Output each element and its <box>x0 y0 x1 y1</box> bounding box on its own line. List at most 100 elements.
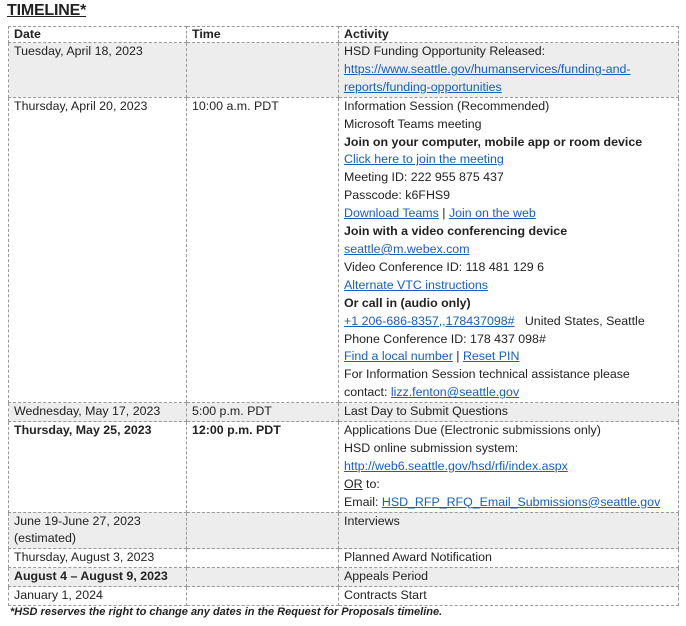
table-row: January 1, 2024 Contracts Start <box>8 586 679 607</box>
activity-line: seattle@m.webex.com <box>344 241 673 259</box>
activity-text: Planned Award Notification <box>344 550 492 565</box>
time-cell <box>186 548 339 569</box>
time-cell <box>186 511 339 550</box>
activity-text: Microsoft Teams meeting <box>344 116 482 131</box>
activity-link[interactable]: lizz.fenton@seattle.gov <box>390 385 520 400</box>
time-cell: 10:00 a.m. PDT <box>186 96 339 404</box>
activity-line: http://web6.seattle.gov/hsd/rfi/index.as… <box>344 458 673 476</box>
activity-link[interactable]: Click here to join the meeting <box>344 152 504 167</box>
activity-line: Planned Award Notification <box>344 549 673 567</box>
activity-cell: Applications Due (Electronic submissions… <box>338 421 679 513</box>
activity-line: Download Teams | Join on the web <box>344 205 673 223</box>
footnote: *HSD reserves the right to change any da… <box>10 606 443 618</box>
activity-text: Meeting ID: 222 955 875 437 <box>344 170 504 185</box>
time-cell <box>186 586 339 607</box>
activity-text: United States, Seattle <box>514 313 645 328</box>
activity-line: Email: HSD_RFP_RFQ_Email_Submissions@sea… <box>344 494 673 512</box>
activity-line: HSD Funding Opportunity Released: <box>344 43 673 61</box>
activity-link[interactable]: Alternate VTC instructions <box>344 277 488 292</box>
time-cell <box>186 42 339 98</box>
table-row: Tuesday, April 18, 2023 HSD Funding Oppor… <box>8 42 679 98</box>
date-cell: August 4 – August 9, 2023 <box>8 567 187 588</box>
table-row: Thursday, August 3, 2023 Planned Award No… <box>8 548 679 569</box>
activity-cell: Contracts Start <box>338 586 679 607</box>
activity-text: OR <box>344 476 363 491</box>
activity-line: Video Conference ID: 118 481 129 6 <box>344 259 673 277</box>
activity-text: Passcode: k6FHS9 <box>344 188 451 203</box>
activity-text: Appeals Period <box>344 569 429 584</box>
header-date: Date <box>8 26 187 43</box>
activity-text: Last Day to Submit Questions <box>344 404 508 419</box>
header-activity: Activity <box>338 26 679 43</box>
activity-text: Information Session (Recommended) <box>344 98 550 113</box>
activity-line: Contracts Start <box>344 587 673 605</box>
table-row: August 4 – August 9, 2023 Appeals Period <box>8 567 679 588</box>
activity-text: Applications Due (Electronic submissions… <box>344 423 601 438</box>
activity-text: HSD Funding Opportunity Released: <box>344 44 546 58</box>
link-separator: | <box>452 349 463 364</box>
activity-line: Click here to join the meeting <box>344 151 673 169</box>
activity-cell: Last Day to Submit Questions <box>338 402 679 423</box>
activity-link[interactable]: seattle@m.webex.com <box>344 241 470 256</box>
table-row: Wednesday, May 17, 2023 5:00 p.m. PDT Last… <box>8 402 679 423</box>
table-row: Thursday, May 25, 2023 12:00 p.m. PDT Appl… <box>8 421 679 513</box>
activity-line: Microsoft Teams meeting <box>344 116 673 134</box>
table-row: June 19-June 27, 2023 (estimated) Intervi… <box>8 511 679 550</box>
time-cell <box>186 567 339 588</box>
activity-line: Alternate VTC instructions <box>344 277 673 295</box>
page-title: TIMELINE* <box>7 2 87 19</box>
activity-text: Contracts Start <box>344 588 427 603</box>
activity-line: Information Session (Recommended) <box>344 98 673 116</box>
activity-line: Meeting ID: 222 955 875 437 <box>344 169 673 187</box>
activity-text: For Information Session technical assist… <box>344 367 630 400</box>
activity-line: Applications Due (Electronic submissions… <box>344 422 673 440</box>
activity-cell: Interviews <box>338 511 679 550</box>
date-cell: Thursday, August 3, 2023 <box>8 548 187 569</box>
activity-cell: Information Session (Recommended) Microso… <box>338 96 679 404</box>
date-cell: Wednesday, May 17, 2023 <box>8 402 187 423</box>
activity-line: Or call in (audio only) <box>344 295 673 313</box>
activity-line: Find a local number | Reset PIN <box>344 348 673 366</box>
activity-line: For Information Session technical assist… <box>344 366 673 402</box>
date-cell: June 19-June 27, 2023 (estimated) <box>8 511 187 550</box>
activity-link[interactable]: http://web6.seattle.gov/hsd/rfi/index.as… <box>344 458 568 473</box>
activity-line: OR to: <box>344 476 673 494</box>
activity-line: +1 206-686-8357,,178437098# United State… <box>344 313 673 331</box>
activity-text: to: <box>362 476 380 491</box>
activity-link[interactable]: https://www.seattle.gov/humanservices/fu… <box>344 61 631 94</box>
activity-text: Interviews <box>344 513 400 528</box>
date-cell: Thursday, May 25, 2023 <box>8 421 187 513</box>
table-row: Thursday, April 20, 2023 10:00 a.m. PDT In… <box>8 96 679 404</box>
activity-line: Join on your computer, mobile app or roo… <box>344 134 673 152</box>
date-cell: Tuesday, April 18, 2023 <box>8 42 187 98</box>
activity-cell: Appeals Period <box>338 567 679 588</box>
activity-line: Last Day to Submit Questions <box>344 403 673 421</box>
time-cell: 5:00 p.m. PDT <box>186 402 339 423</box>
activity-line: Join with a video conferencing device <box>344 223 673 241</box>
activity-link[interactable]: +1 206-686-8357,,178437098# <box>344 313 515 328</box>
activity-text: HSD online submission system: <box>344 440 519 455</box>
activity-link[interactable]: Download Teams <box>344 206 439 221</box>
activity-heading: Join with a video conferencing device <box>344 224 568 239</box>
activity-text: Phone Conference ID: 178 437 098# <box>344 331 546 346</box>
activity-heading: Join on your computer, mobile app or roo… <box>344 134 643 149</box>
activity-line: Interviews <box>344 513 673 531</box>
header-row: Date Time Activity <box>8 26 679 43</box>
activity-line: https://www.seattle.gov/humanservices/fu… <box>344 61 673 97</box>
activity-link[interactable]: HSD_RFP_RFQ_Email_Submissions@seattle.go… <box>381 494 661 509</box>
header-time: Time <box>186 26 339 43</box>
date-cell: January 1, 2024 <box>8 586 187 607</box>
activity-cell: HSD Funding Opportunity Released: https:/… <box>338 42 679 98</box>
activity-link[interactable]: Reset PIN <box>462 349 520 364</box>
activity-line: Appeals Period <box>344 568 673 586</box>
activity-line: HSD online submission system: <box>344 440 673 458</box>
activity-link[interactable]: Find a local number <box>344 349 453 364</box>
activity-link[interactable]: Join on the web <box>448 206 536 221</box>
activity-line: Phone Conference ID: 178 437 098# <box>344 331 673 349</box>
activity-text: Email: <box>344 494 382 509</box>
activity-cell: Planned Award Notification <box>338 548 679 569</box>
activity-text: Video Conference ID: 118 481 129 6 <box>344 259 545 274</box>
timeline-table: Date Time Activity Tuesday, April 18, 20… <box>8 26 679 607</box>
date-cell: Thursday, April 20, 2023 <box>8 96 187 404</box>
activity-heading: Or call in (audio only) <box>344 295 471 310</box>
